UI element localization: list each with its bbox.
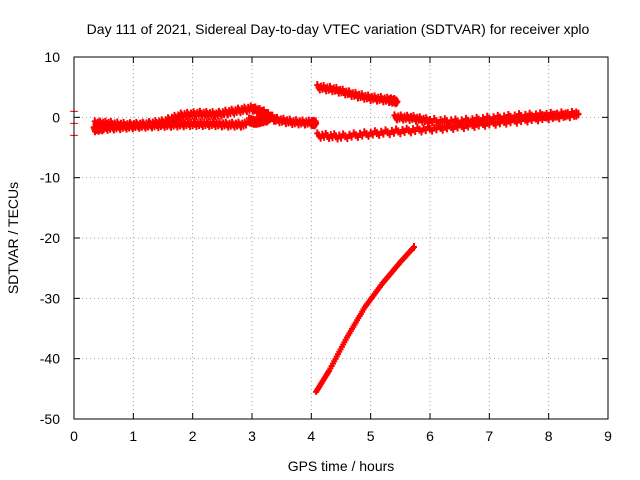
- data-point: [243, 120, 250, 129]
- x-tick-label: 8: [545, 428, 553, 444]
- y-tick-label: -50: [40, 411, 60, 427]
- y-tick-label: -20: [40, 230, 60, 246]
- x-tick-label: 2: [189, 428, 197, 444]
- data-point: [575, 109, 582, 118]
- data-point: [266, 115, 273, 124]
- data-series: [314, 81, 401, 108]
- x-tick-label: 0: [70, 428, 78, 444]
- data-point: [410, 243, 417, 252]
- y-tick-label: -10: [40, 170, 60, 186]
- data-series: [91, 102, 320, 132]
- y-tick-label: -30: [40, 290, 60, 306]
- data-series: [246, 113, 273, 128]
- data-series: [313, 243, 417, 395]
- x-tick-label: 3: [248, 428, 256, 444]
- y-tick-label: 10: [44, 49, 60, 65]
- data-point: [394, 97, 401, 106]
- data-series: [391, 107, 582, 128]
- chart-series: [70, 81, 582, 395]
- x-tick-label: 7: [485, 428, 493, 444]
- y-axis-label: SDTVAR / TECUs: [5, 182, 21, 294]
- x-tick-label: 5: [367, 428, 375, 444]
- y-tick-label: -40: [40, 351, 60, 367]
- data-point: [313, 119, 320, 128]
- x-axis-label: GPS time / hours: [288, 458, 395, 474]
- x-tick-label: 4: [307, 428, 315, 444]
- x-tick-label: 9: [604, 428, 612, 444]
- chart-ticks: 0 1 2 3 4 5 6 7 8 9 10 0 -10 -20 -30 -40 -50: [40, 49, 612, 444]
- chart-grid: [74, 57, 608, 419]
- chart-title: Day 111 of 2021, Sidereal Day-to-day VTE…: [87, 21, 590, 37]
- x-tick-label: 1: [129, 428, 137, 444]
- y-tick-label: 0: [52, 109, 60, 125]
- x-tick-label: 6: [426, 428, 434, 444]
